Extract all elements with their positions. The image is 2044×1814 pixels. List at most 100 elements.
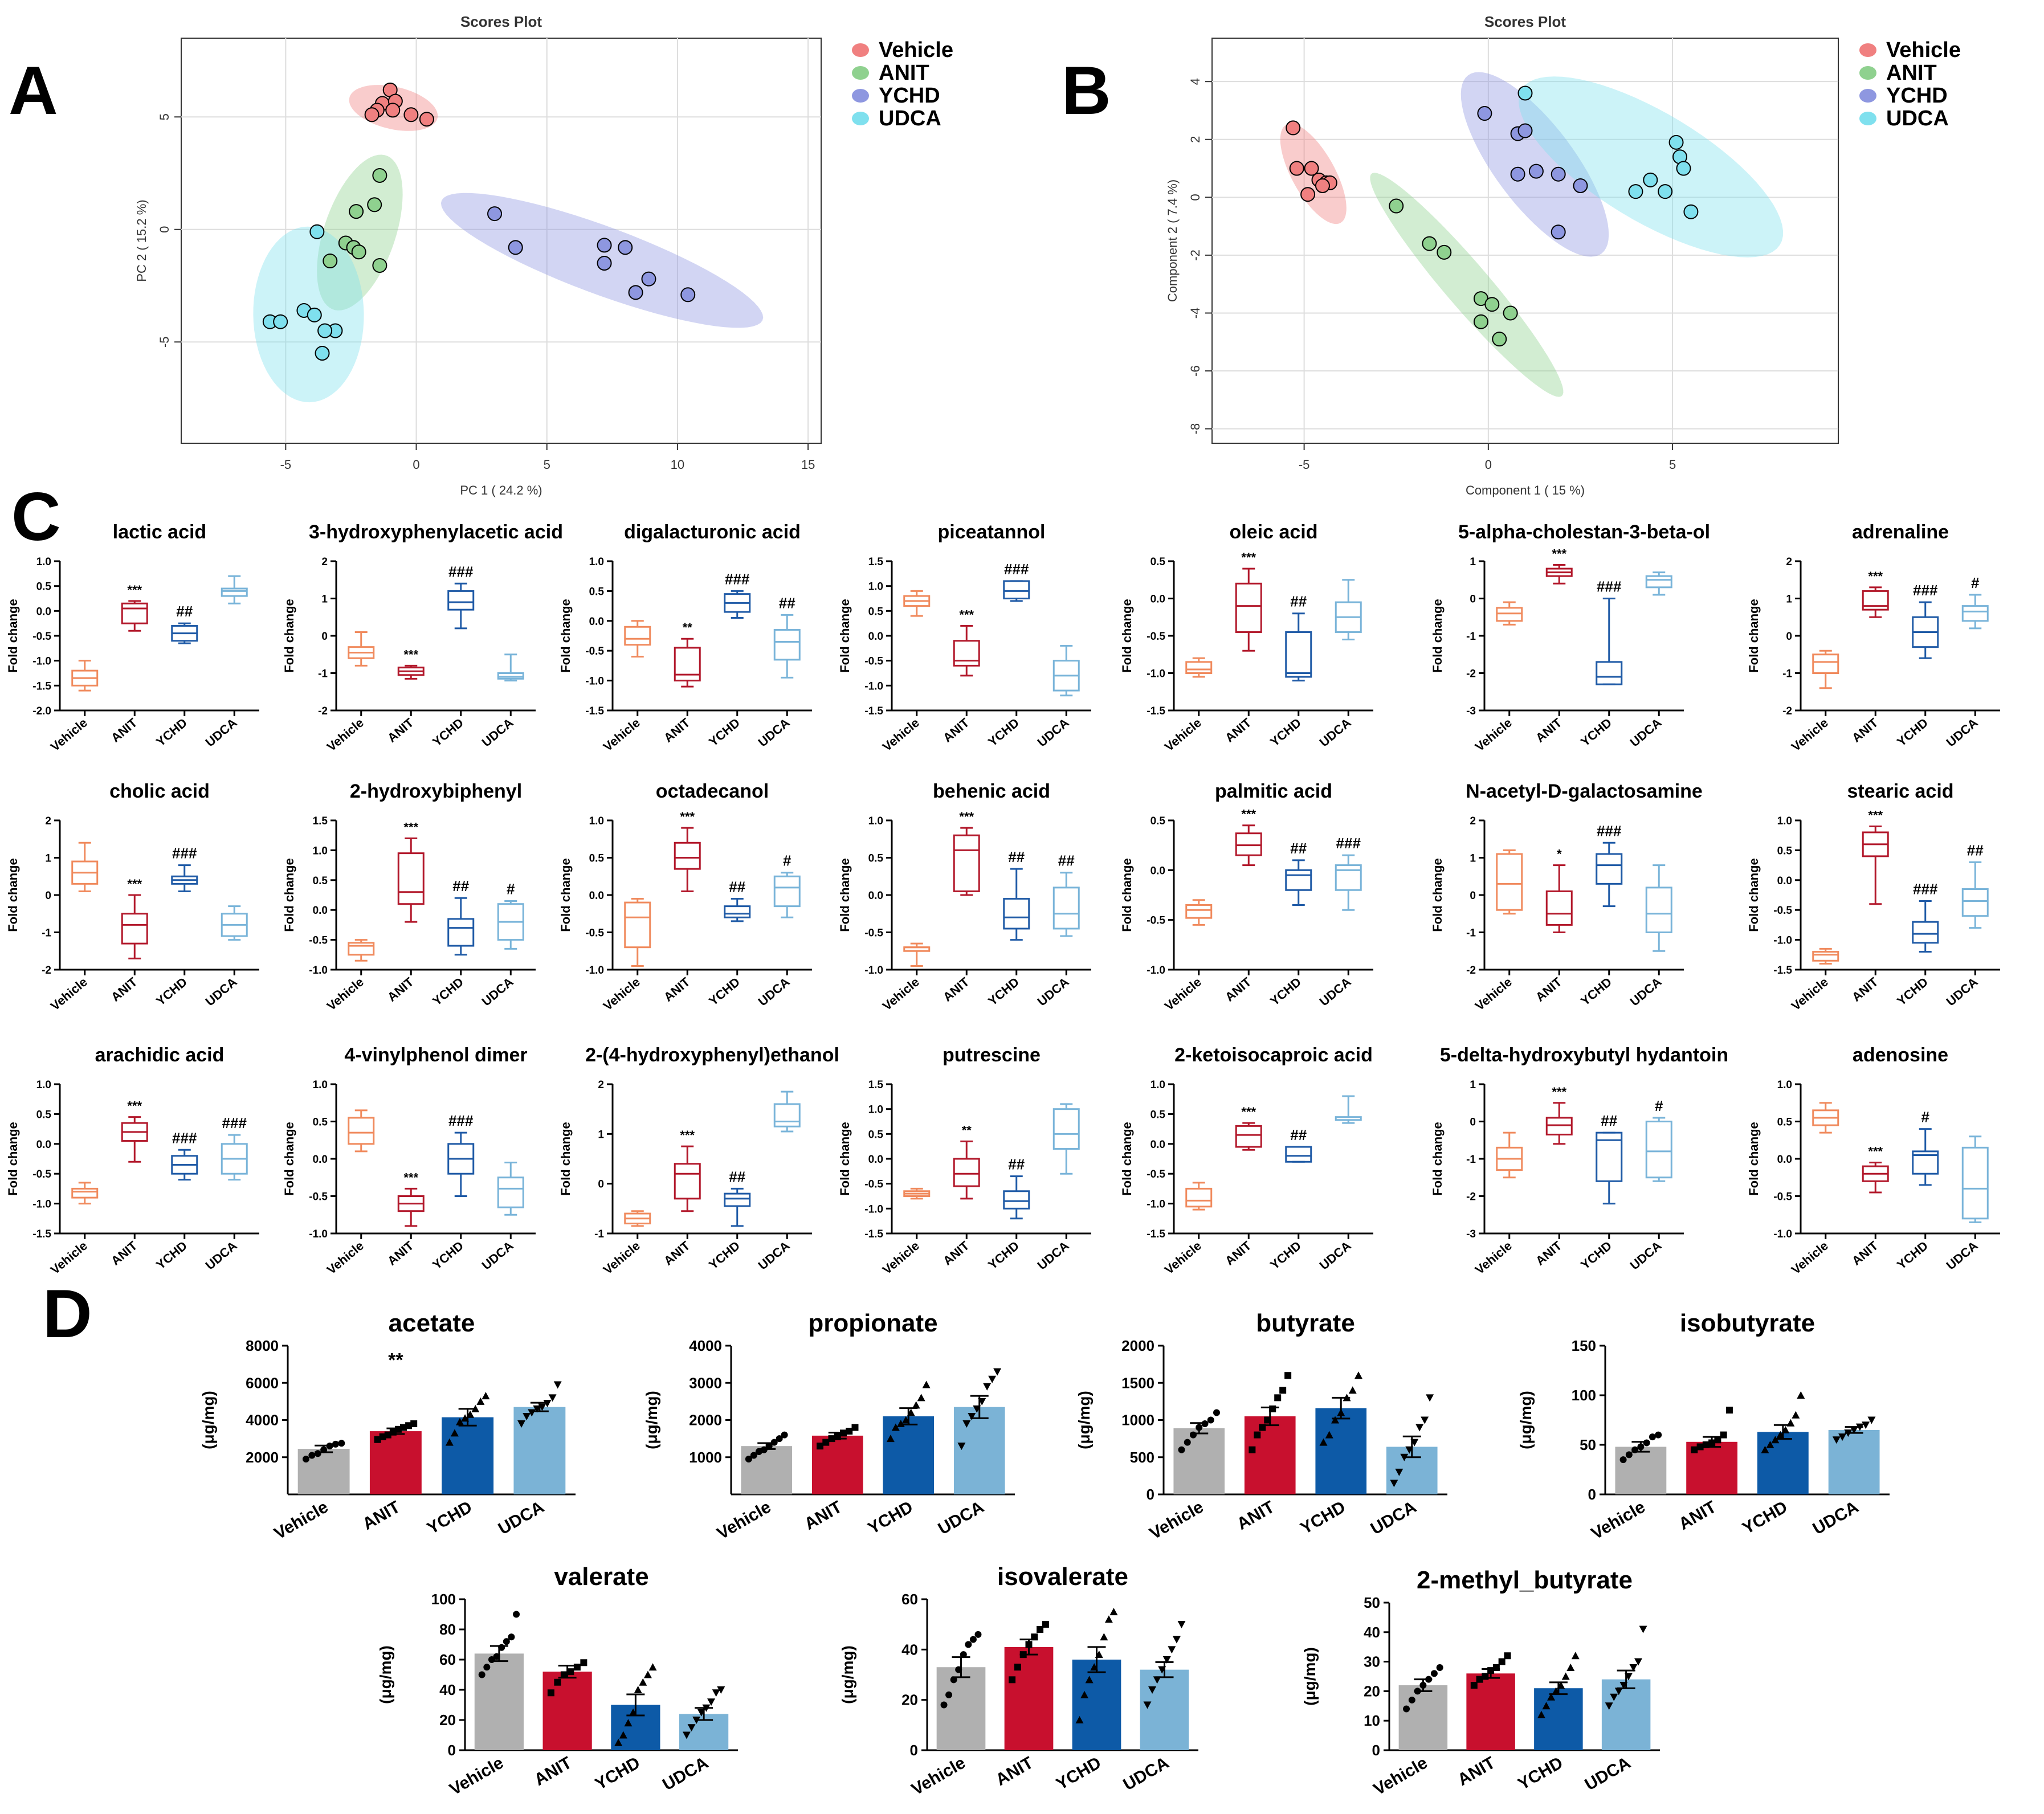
data-point-anit [1691, 1446, 1698, 1453]
significance-udca: ### [1336, 835, 1361, 852]
score-point-vehicle [364, 107, 380, 122]
data-point-vehicle [488, 1656, 495, 1663]
data-point-vehicle [302, 1456, 309, 1463]
scores-plot-b: -5 0 5 4 2 0 -2 -4 -6 -8 Scores Plot Component 1 ( … [1165, 13, 1961, 497]
box-ychd [1285, 1146, 1312, 1163]
data-point-anit [1025, 1641, 1033, 1648]
data-point-vehicle [1414, 1688, 1421, 1695]
barchart-title: butyrate [1256, 1309, 1355, 1337]
tick-label-y: 80 [439, 1621, 456, 1638]
barchart-title: propionate [808, 1309, 937, 1337]
significance-anit: *** [680, 810, 695, 824]
tick-label-y: 1.0 [868, 581, 883, 593]
data-point-vehicle [498, 1644, 505, 1651]
data-point-udca [1162, 1656, 1171, 1664]
data-point-ychd [614, 1738, 623, 1746]
y-axis-label: Fold change [282, 599, 296, 673]
tick-label-x: 5 [544, 457, 550, 472]
data-point-ychd [1547, 1693, 1556, 1701]
data-point-udca [1168, 1646, 1176, 1654]
data-point-anit [1009, 1676, 1016, 1684]
significance-ychd: ### [1597, 578, 1622, 595]
legend-entry-ychd: YCHD [879, 84, 940, 108]
y-axis-label: Fold change [558, 599, 573, 673]
data-point-vehicle [1408, 1696, 1415, 1703]
data-point-anit [1504, 1652, 1511, 1660]
tick-label-y: 0.0 [313, 905, 328, 917]
significance-anit: * [1557, 847, 1562, 861]
tick-label-y: 2 [1470, 815, 1476, 827]
tick-label-y: 0.0 [1777, 1154, 1792, 1166]
significance-ychd: ### [725, 570, 750, 587]
data-point-ychd [1354, 1371, 1362, 1379]
scores-plot-a: -5 0 5 10 15 -5 0 5 Scores Plot PC 1 ( 24.2 %) PC … [134, 13, 953, 497]
data-point-vehicle [1190, 1431, 1197, 1439]
score-point-udca [1628, 184, 1643, 199]
score-point-vehicle [419, 112, 434, 127]
data-point-anit [1720, 1431, 1727, 1439]
tick-label-y: 1 [1470, 556, 1476, 568]
box-ychd [447, 918, 475, 947]
tick-label-y: 1.0 [1777, 1079, 1792, 1091]
data-point-udca [983, 1383, 992, 1391]
data-point-udca [1172, 1636, 1181, 1644]
tick-label-y: 0 [1372, 1742, 1380, 1759]
barchart-title: isobutyrate [1680, 1309, 1815, 1337]
significance-ychd: ## [1290, 593, 1307, 610]
tick-label-y: 1.0 [868, 1104, 883, 1116]
data-point-ychd [917, 1394, 925, 1402]
data-point-anit [554, 1678, 561, 1686]
data-point-anit [1470, 1682, 1478, 1689]
data-point-udca [1634, 1658, 1642, 1666]
data-point-vehicle [1436, 1664, 1443, 1671]
data-point-ychd [648, 1663, 657, 1671]
significance-ychd: ## [1008, 1156, 1025, 1173]
data-point-anit [560, 1671, 568, 1678]
score-point-udca [1517, 85, 1533, 101]
box-vehicle [1496, 607, 1523, 622]
data-point-anit [410, 1420, 418, 1428]
tick-label-y: 4000 [689, 1337, 722, 1354]
boxplot-title: cholic acid [109, 781, 210, 802]
data-point-udca [968, 1412, 976, 1420]
bar-udca [513, 1407, 566, 1494]
tick-label-y: -1 [1466, 928, 1476, 939]
data-point-anit [379, 1433, 386, 1440]
y-axis-label: (μg/mg) [839, 1645, 856, 1704]
y-axis-label: Fold change [838, 1122, 852, 1196]
tick-label-x: -5 [1299, 457, 1310, 472]
y-axis-label: Fold change [1120, 1122, 1134, 1196]
data-point-ychd [1537, 1710, 1545, 1718]
tick-label-y: 1 [598, 1129, 604, 1141]
data-point-udca [1610, 1693, 1618, 1701]
data-point-anit [1019, 1651, 1027, 1658]
tick-label-y: 0 [1470, 890, 1476, 902]
tick-label-y: 20 [901, 1692, 918, 1709]
score-point-ychd [597, 256, 612, 271]
significance-udca: # [507, 880, 515, 897]
data-point-udca [993, 1368, 1002, 1376]
data-point-anit [567, 1668, 574, 1676]
tick-label-y: 0.0 [1150, 594, 1165, 606]
data-point-anit [1259, 1424, 1266, 1431]
legend-marker-vehicle [852, 43, 869, 57]
panel-label-a: A [9, 52, 58, 129]
significance-ychd: ### [1597, 822, 1622, 839]
data-point-ychd [624, 1719, 633, 1727]
data-point-vehicle [965, 1641, 972, 1648]
score-point-ychd [1551, 224, 1566, 240]
boxplot-title: palmitic acid [1215, 781, 1332, 802]
legend-marker-anit [1859, 66, 1876, 80]
tick-label-x: 5 [1669, 457, 1676, 472]
data-point-vehicle [974, 1631, 982, 1638]
significance-ychd: ## [452, 877, 469, 894]
data-point-ychd [1776, 1431, 1785, 1439]
tick-label-y: -0.5 [32, 631, 51, 643]
tick-label-y: -3 [1466, 1228, 1476, 1240]
tick-label-y: 1000 [689, 1449, 722, 1466]
data-point-udca [1862, 1421, 1870, 1429]
bar-udca [1140, 1669, 1189, 1750]
box-udca [221, 587, 248, 597]
data-point-anit [1274, 1394, 1282, 1402]
